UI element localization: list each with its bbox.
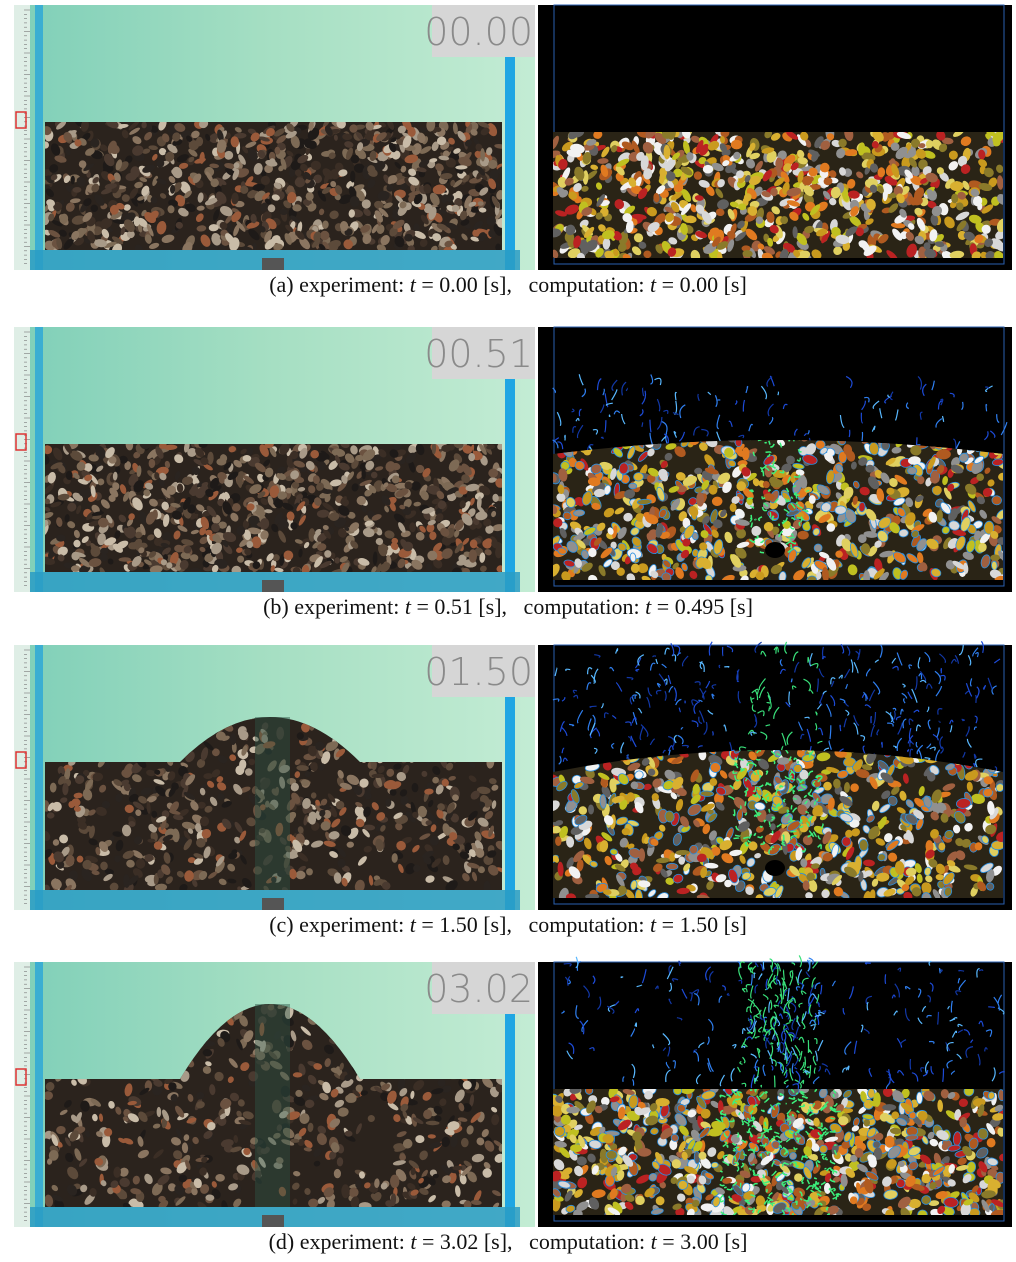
tank-wall — [505, 55, 515, 270]
ruler — [14, 645, 30, 910]
fluid-wisp — [882, 742, 883, 747]
tank-wall — [35, 327, 43, 592]
timestamp: 00.51 — [424, 332, 533, 376]
panel-row: 00.51 (b) experiment: t = 0.51 [s], compu… — [14, 327, 1012, 619]
caption-text: (b) experiment: — [263, 594, 405, 619]
flow-channel — [772, 516, 774, 518]
caption-text: = 0.00 [s], computation: — [416, 272, 650, 297]
pebble — [71, 565, 80, 572]
cavity — [765, 542, 785, 558]
caption-text: = 0.00 [s] — [656, 272, 747, 297]
fluid-wisp — [642, 423, 643, 427]
flow-channel — [796, 492, 797, 498]
flow-channel — [779, 524, 780, 526]
pebble — [350, 171, 355, 183]
fluid-wisp — [609, 415, 610, 417]
figure: 00.00 (a) experiment: t = 0.00 [s], compu… — [0, 0, 1016, 1262]
tank-wall — [35, 5, 43, 270]
sim-pebble — [629, 483, 637, 489]
nozzle — [262, 898, 284, 910]
flow-channel — [791, 497, 792, 499]
fluid-wisp — [862, 432, 863, 441]
ruler — [14, 5, 30, 270]
timestamp: 00.00 — [424, 10, 533, 54]
sim-pebble — [951, 194, 958, 204]
flow-channel — [760, 552, 764, 553]
fluid-wisp — [849, 430, 850, 437]
sim-pebble — [835, 506, 847, 515]
sim-pebble — [797, 531, 808, 540]
tank-wall — [505, 695, 515, 910]
panel-row: 00.00 (a) experiment: t = 0.00 [s], compu… — [14, 5, 1012, 297]
caption: (b) experiment: t = 0.51 [s], computatio… — [263, 594, 753, 619]
pebble — [469, 549, 477, 563]
sim-pebble — [908, 467, 917, 474]
pebble — [152, 509, 157, 519]
timestamp: 01.50 — [424, 650, 533, 694]
sim-pebble — [773, 470, 787, 478]
jet-haze — [255, 717, 290, 890]
flow-channel — [791, 544, 792, 548]
page: 00.00 (a) experiment: t = 0.00 [s], compu… — [0, 0, 1016, 1262]
ruler — [14, 327, 30, 592]
flow-channel — [797, 518, 800, 519]
sim-pebble — [633, 472, 643, 481]
flow-channel — [790, 537, 795, 538]
nozzle — [262, 580, 284, 592]
sim-pebble — [730, 503, 737, 512]
sim-pebble — [731, 140, 742, 150]
fluid-wisp — [916, 437, 917, 445]
caption-text: = 0.495 [s] — [651, 594, 753, 619]
tank-wall — [505, 377, 515, 592]
caption-text: = 0.51 [s], computation: — [411, 594, 645, 619]
sim-pebble — [703, 165, 713, 174]
panel-row: 01.50(c) experiment: t = 1.50 [s], compu… — [14, 641, 1012, 937]
pebble — [230, 733, 236, 745]
tank-wall — [35, 645, 43, 910]
nozzle — [262, 258, 284, 270]
flow-channel — [769, 489, 771, 491]
sim-pebble — [991, 561, 997, 570]
fluid-wisp — [723, 647, 724, 656]
caption-text: (a) experiment: — [269, 272, 410, 297]
fluid-wisp — [778, 392, 779, 395]
flow-channel — [751, 515, 752, 519]
caption: (a) experiment: t = 0.00 [s], computatio… — [269, 272, 747, 297]
